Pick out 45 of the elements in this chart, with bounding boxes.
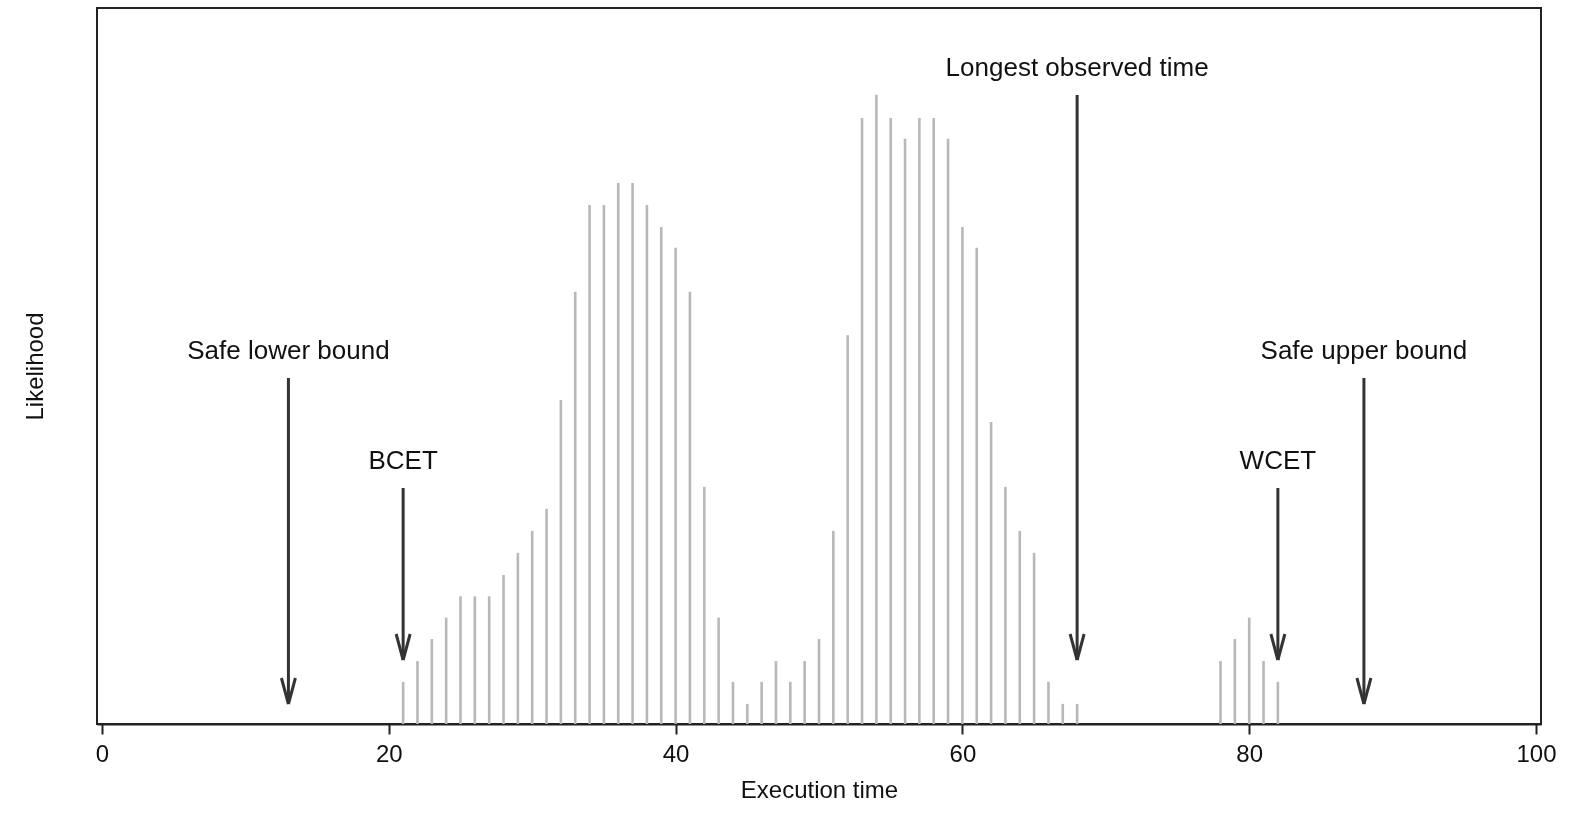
ref-line-label: WCET bbox=[1239, 445, 1317, 475]
bar bbox=[631, 182, 634, 724]
bar bbox=[889, 118, 892, 724]
bar bbox=[659, 226, 663, 724]
bar bbox=[932, 118, 936, 724]
bar bbox=[975, 247, 979, 724]
bar bbox=[846, 335, 849, 724]
bar bbox=[961, 226, 964, 724]
x-axis-title: Execution time bbox=[740, 775, 899, 803]
y-axis-title: Likelihood bbox=[20, 312, 48, 421]
x-tick-label: 20 bbox=[375, 739, 403, 767]
bar bbox=[1262, 661, 1265, 724]
bar bbox=[1061, 703, 1065, 724]
bar bbox=[1047, 681, 1050, 724]
bar bbox=[530, 530, 534, 724]
bar bbox=[502, 574, 505, 724]
bar bbox=[1004, 486, 1007, 724]
bar bbox=[573, 291, 577, 724]
bar bbox=[588, 204, 591, 724]
x-tick-label: 80 bbox=[1236, 739, 1264, 767]
bar bbox=[1219, 661, 1222, 724]
ref-line-label: Longest observed time bbox=[945, 52, 1209, 82]
bar bbox=[616, 182, 620, 724]
bar bbox=[832, 530, 835, 724]
bar bbox=[702, 486, 706, 724]
x-tick-label: 0 bbox=[95, 739, 110, 767]
bar bbox=[875, 94, 878, 724]
bar bbox=[746, 703, 749, 724]
x-tick-label: 60 bbox=[949, 739, 977, 767]
bar bbox=[789, 681, 792, 724]
bar bbox=[918, 118, 921, 724]
ref-line-label: Safe lower bound bbox=[187, 335, 390, 365]
ref-line-label: Safe upper bound bbox=[1260, 335, 1468, 365]
bar bbox=[416, 661, 419, 724]
ref-line-label: BCET bbox=[368, 445, 438, 475]
bar bbox=[803, 661, 806, 724]
x-tick-label: 40 bbox=[662, 739, 690, 767]
bar bbox=[545, 508, 548, 724]
bar bbox=[1018, 530, 1022, 724]
x-tick-label: 100 bbox=[1516, 739, 1557, 767]
bar bbox=[674, 247, 677, 724]
bar bbox=[1247, 617, 1251, 724]
bar bbox=[717, 617, 720, 724]
bar bbox=[760, 681, 763, 724]
bar bbox=[459, 596, 462, 724]
